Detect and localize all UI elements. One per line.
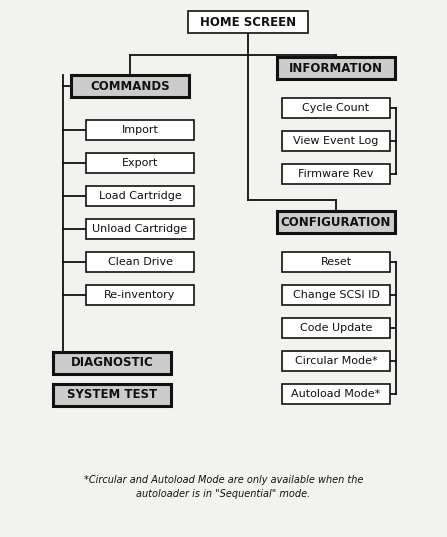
FancyBboxPatch shape [86,120,194,140]
FancyBboxPatch shape [282,351,390,371]
Text: COMMANDS: COMMANDS [90,79,170,92]
Text: DIAGNOSTIC: DIAGNOSTIC [71,357,153,369]
Text: CONFIGURATION: CONFIGURATION [281,215,391,229]
FancyBboxPatch shape [86,219,194,239]
FancyBboxPatch shape [53,384,171,406]
Text: Code Update: Code Update [300,323,372,333]
FancyBboxPatch shape [277,57,395,79]
Text: Re-inventory: Re-inventory [104,290,176,300]
FancyBboxPatch shape [188,11,308,33]
Text: Export: Export [122,158,158,168]
FancyBboxPatch shape [53,352,171,374]
FancyBboxPatch shape [86,252,194,272]
FancyBboxPatch shape [282,98,390,118]
Text: View Event Log: View Event Log [293,136,379,146]
Text: SYSTEM TEST: SYSTEM TEST [67,388,157,402]
Text: Circular Mode*: Circular Mode* [295,356,377,366]
FancyBboxPatch shape [71,75,189,97]
Text: Load Cartridge: Load Cartridge [99,191,181,201]
Text: INFORMATION: INFORMATION [289,62,383,75]
Text: Autoload Mode*: Autoload Mode* [291,389,381,399]
FancyBboxPatch shape [282,131,390,151]
FancyBboxPatch shape [282,384,390,404]
FancyBboxPatch shape [86,153,194,173]
FancyBboxPatch shape [86,285,194,305]
Text: Reset: Reset [320,257,351,267]
Text: Cycle Count: Cycle Count [303,103,370,113]
FancyBboxPatch shape [282,285,390,305]
Text: Firmware Rev: Firmware Rev [298,169,374,179]
FancyBboxPatch shape [282,252,390,272]
Text: Change SCSI ID: Change SCSI ID [293,290,380,300]
Text: Clean Drive: Clean Drive [107,257,173,267]
FancyBboxPatch shape [282,164,390,184]
FancyBboxPatch shape [282,318,390,338]
Text: Unload Cartridge: Unload Cartridge [93,224,188,234]
FancyBboxPatch shape [277,211,395,233]
Text: Import: Import [122,125,158,135]
Text: HOME SCREEN: HOME SCREEN [200,16,296,28]
Text: *Circular and Autoload Mode are only available when the
autoloader is in "Sequen: *Circular and Autoload Mode are only ava… [84,475,363,499]
FancyBboxPatch shape [86,186,194,206]
